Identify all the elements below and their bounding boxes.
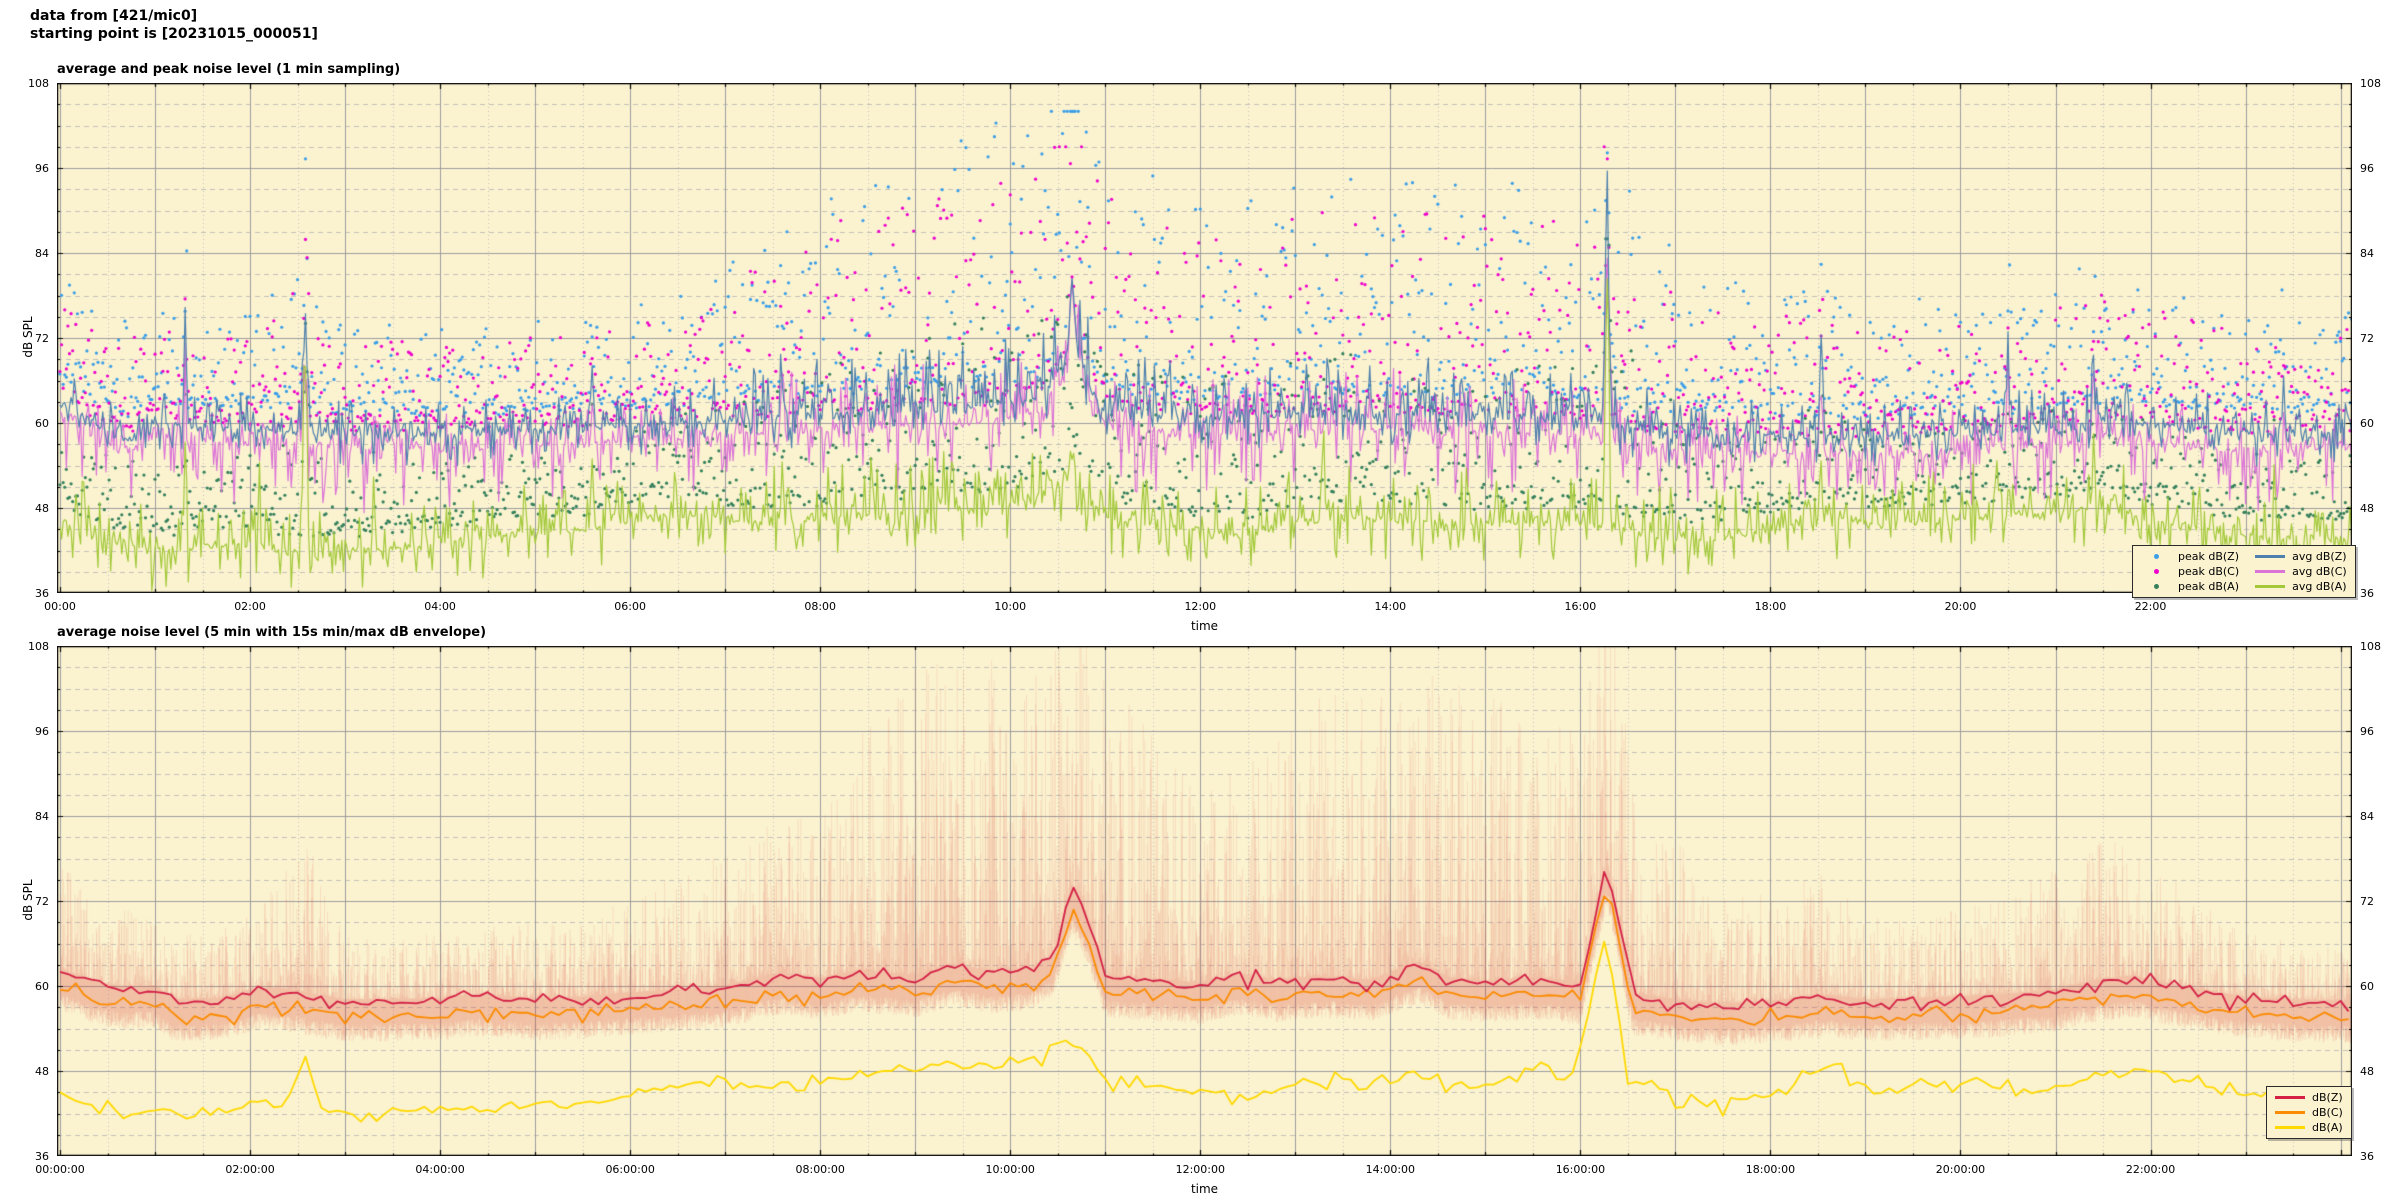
legend-entry: peak dB(C) <box>2141 564 2239 579</box>
legend-entry: avg dB(Z) <box>2255 549 2347 564</box>
y-tick-label-right: 36 <box>2360 1150 2374 1163</box>
x-axis-label: time <box>1190 619 1219 633</box>
y-tick-label-right: 72 <box>2360 332 2374 345</box>
legend-entry: dB(Z) <box>2275 1090 2343 1105</box>
x-tick-label: 10:00 <box>994 600 1027 613</box>
x-tick-label: 04:00 <box>424 600 456 613</box>
y-tick-label-right: 96 <box>2360 725 2374 738</box>
x-tick-label: 18:00 <box>1754 600 1787 613</box>
x-tick-label: 00:00:00 <box>35 1163 85 1176</box>
top-chart-title: average and peak noise level (1 min samp… <box>57 62 401 77</box>
legend-entry: peak dB(A) <box>2141 579 2239 594</box>
legend-label: peak dB(C) <box>2178 565 2240 578</box>
legend-entry: peak dB(Z) <box>2141 549 2239 564</box>
y-tick-label: 84 <box>35 810 49 823</box>
legend-label: avg dB(Z) <box>2292 550 2347 563</box>
page-header-line2: starting point is [20231015_000051] <box>30 26 318 42</box>
x-tick-label: 20:00 <box>1944 600 1977 613</box>
y-tick-label: 108 <box>28 640 49 653</box>
legend-line-marker <box>2255 570 2286 573</box>
y-tick-label-right: 96 <box>2360 162 2374 175</box>
legend-entry: avg dB(C) <box>2255 564 2347 579</box>
legend-label: avg dB(C) <box>2292 565 2347 578</box>
y-tick-label: 36 <box>35 587 49 600</box>
y-tick-label-right: 60 <box>2360 980 2374 993</box>
y-tick-label: 48 <box>35 1065 49 1078</box>
legend-line-marker <box>2275 1111 2305 1114</box>
legend-entry: dB(A) <box>2275 1120 2343 1135</box>
x-tick-label: 22:00:00 <box>2125 1163 2176 1176</box>
x-tick-label: 16:00 <box>1564 600 1597 613</box>
y-tick-label-right: 36 <box>2360 587 2374 600</box>
y-tick-label-right: 60 <box>2360 417 2374 430</box>
page-header-line1: data from [421/mic0] <box>30 8 198 24</box>
legend-entry: avg dB(A) <box>2255 579 2347 594</box>
y-tick-label-right: 108 <box>2360 77 2381 90</box>
y-tick-label: 36 <box>35 1150 49 1163</box>
y-tick-label: 72 <box>35 895 49 908</box>
y-tick-label: 96 <box>35 725 49 738</box>
y-tick-label: 60 <box>35 980 49 993</box>
legend-label: peak dB(Z) <box>2178 550 2240 563</box>
x-tick-label: 02:00:00 <box>225 1163 275 1176</box>
x-tick-label: 14:00:00 <box>1365 1163 1416 1176</box>
x-tick-label: 16:00:00 <box>1555 1163 1606 1176</box>
x-tick-label: 08:00 <box>804 600 837 613</box>
x-tick-label: 04:00:00 <box>415 1163 465 1176</box>
y-tick-label: 108 <box>28 77 49 90</box>
y-tick-label: 84 <box>35 247 49 260</box>
legend-label: dB(A) <box>2312 1121 2343 1134</box>
legend-label: peak dB(A) <box>2178 580 2239 593</box>
x-tick-label: 12:00 <box>1184 600 1217 613</box>
legend-label: dB(Z) <box>2312 1091 2343 1104</box>
legend-label: dB(C) <box>2312 1106 2343 1119</box>
x-axis-label: time <box>1190 1182 1219 1196</box>
x-tick-label: 20:00:00 <box>1935 1163 1986 1176</box>
legend-line-marker <box>2275 1126 2305 1129</box>
legend-dot-marker <box>2141 569 2171 574</box>
y-tick-label: 48 <box>35 502 49 515</box>
top-chart-legend: peak dB(Z) peak dB(C) peak dB(A) avg dB(Z) a… <box>2132 545 2356 598</box>
legend-dot-marker <box>2141 584 2171 589</box>
y-tick-label-right: 108 <box>2360 640 2381 653</box>
y-tick-label-right: 72 <box>2360 895 2374 908</box>
top-chart-canvas <box>57 83 2352 593</box>
y-tick-label-right: 84 <box>2360 810 2374 823</box>
legend-dot-marker <box>2141 554 2171 559</box>
y-axis-label: dB SPL <box>21 316 35 358</box>
x-tick-label: 18:00:00 <box>1745 1163 1796 1176</box>
x-tick-label: 22:00 <box>2134 600 2167 613</box>
x-tick-label: 02:00 <box>234 600 266 613</box>
x-tick-label: 00:00 <box>44 600 76 613</box>
x-tick-label: 10:00:00 <box>985 1163 1035 1176</box>
bottom-chart-canvas <box>57 646 2352 1156</box>
legend-label: avg dB(A) <box>2292 580 2347 593</box>
y-tick-label: 60 <box>35 417 49 430</box>
y-axis-label: dB SPL <box>21 879 35 921</box>
x-tick-label: 08:00:00 <box>795 1163 845 1176</box>
bottom-chart-title: average noise level (5 min with 15s min/… <box>57 625 487 640</box>
legend-entry: dB(C) <box>2275 1105 2343 1120</box>
legend-line-marker <box>2255 585 2286 588</box>
legend-line-marker <box>2255 555 2286 558</box>
y-tick-label-right: 48 <box>2360 1065 2374 1078</box>
y-tick-label-right: 84 <box>2360 247 2374 260</box>
x-tick-label: 14:00 <box>1374 600 1407 613</box>
y-tick-label-right: 48 <box>2360 502 2374 515</box>
y-tick-label: 96 <box>35 162 49 175</box>
x-tick-label: 06:00:00 <box>605 1163 655 1176</box>
y-tick-label: 72 <box>35 332 49 345</box>
bottom-chart-legend: dB(Z) dB(C) dB(A) <box>2266 1086 2352 1139</box>
x-tick-label: 06:00 <box>614 600 646 613</box>
legend-line-marker <box>2275 1096 2305 1099</box>
x-tick-label: 12:00:00 <box>1175 1163 1225 1176</box>
